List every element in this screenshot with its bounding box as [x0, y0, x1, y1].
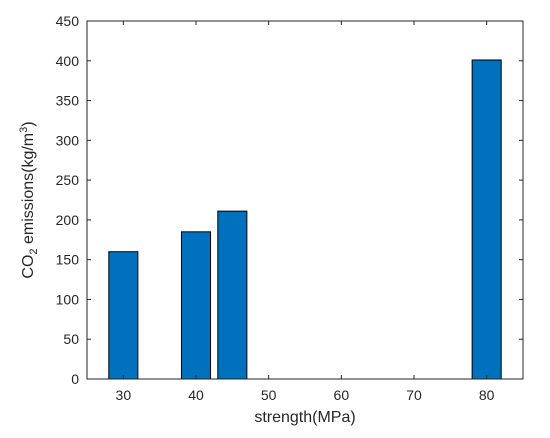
x-axis-title: strength(MPa)	[254, 409, 355, 426]
bar-45	[217, 210, 248, 380]
plot-area	[87, 21, 523, 379]
y-tick-label: 100	[56, 291, 80, 307]
x-tick-label: 50	[261, 387, 277, 403]
x-tick-label: 40	[188, 387, 204, 403]
y-tick-label: 400	[56, 53, 80, 69]
y-tick-label: 0	[71, 371, 79, 387]
x-tick-label: 30	[116, 387, 132, 403]
y-axis-title: CO2 emissions(kg/m3)	[18, 121, 40, 278]
y-tick-label: 450	[56, 13, 80, 29]
bar-30	[108, 251, 139, 380]
y-tick-label: 250	[56, 172, 80, 188]
bar-series	[108, 59, 502, 380]
y-tick-label: 150	[56, 252, 80, 268]
x-axis-ticks: 30 40 50 60 70 80	[116, 21, 495, 403]
y-axis-ticks: 0 50 100 150 200 250 300 350 400 450	[56, 13, 523, 387]
axes-box	[86, 20, 524, 380]
y-tick-label: 50	[63, 331, 79, 347]
y-tick-label: 200	[56, 212, 80, 228]
y-tick-label: 350	[56, 93, 80, 109]
y-tick-label: 300	[56, 132, 80, 148]
x-tick-label: 80	[479, 387, 495, 403]
bar-80	[471, 59, 502, 380]
bar-40	[180, 231, 212, 380]
axes-frame	[86, 20, 524, 380]
x-tick-label: 60	[334, 387, 350, 403]
x-tick-label: 70	[406, 387, 422, 403]
